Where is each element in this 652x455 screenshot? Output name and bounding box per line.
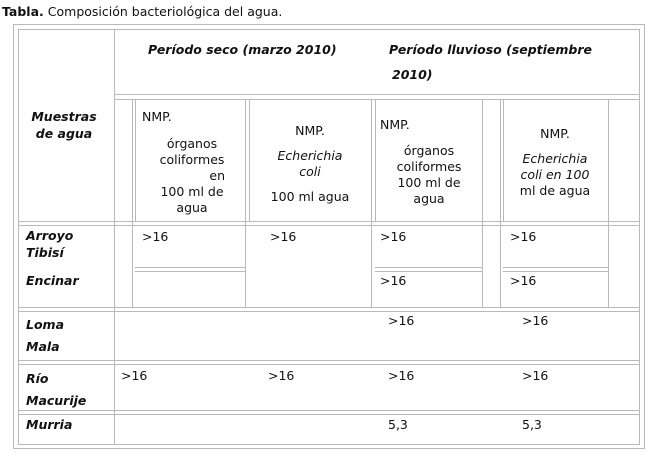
- row-label-encinar: Encinar: [26, 273, 79, 288]
- table-border-bottom: [13, 448, 644, 449]
- grid-line: [245, 99, 246, 307]
- murria-lluvioso-ecoli: 5,3: [522, 417, 542, 432]
- row-divider: [375, 267, 482, 268]
- grid-line: [500, 99, 501, 307]
- grid-line: [608, 99, 609, 307]
- grid-line: [249, 99, 250, 221]
- subheader-seco-coliformes: NMP. órganos coliformes en 100 ml de agu…: [142, 109, 225, 215]
- row-divider: [503, 271, 608, 272]
- table-inner-top: [18, 29, 639, 30]
- header-muestras: Muestras de agua: [31, 109, 97, 141]
- encinar-lluvioso-ecoli: >16: [510, 273, 537, 288]
- grid-line: [371, 99, 372, 307]
- loma-lluvioso-coliformes: >16: [388, 313, 415, 328]
- arroyo-seco-coliformes: >16: [142, 229, 169, 244]
- row-divider: [375, 271, 482, 272]
- row-divider: [18, 364, 639, 365]
- arroyo-seco-ecoli: >16: [270, 229, 297, 244]
- row-divider: [18, 221, 639, 222]
- row-divider: [503, 267, 608, 268]
- row-divider: [18, 360, 639, 361]
- grid-line: [114, 99, 639, 100]
- subheader-lluvioso-coliformes: NMP. órganos coliformes 100 ml de agua: [380, 117, 462, 206]
- table-border-right: [644, 24, 645, 449]
- row-divider: [135, 271, 245, 272]
- row-label-rio-macurije: Río Macurije: [26, 371, 87, 408]
- encinar-lluvioso-coliformes: >16: [380, 273, 407, 288]
- grid-line: [132, 99, 133, 307]
- table-inner-left: [18, 29, 19, 445]
- header-periodo-lluvioso-year: 2010): [392, 67, 433, 82]
- table-border-left: [13, 24, 14, 449]
- row-label-murria: Murria: [26, 417, 73, 432]
- row-divider: [135, 267, 245, 268]
- rio-seco-ecoli: >16: [268, 368, 295, 383]
- grid-line: [375, 99, 376, 221]
- subheader-seco-ecoli: NMP. Echerichia coli 100 ml agua: [270, 123, 350, 204]
- grid-line: [135, 99, 136, 221]
- header-periodo-seco: Período seco (marzo 2010): [148, 42, 337, 57]
- table-caption: Tabla. Composición bacteriológica del ag…: [2, 4, 282, 19]
- row-label-loma-mala: Loma Mala: [26, 317, 65, 354]
- row-divider: [18, 307, 639, 308]
- table-border-top: [13, 24, 644, 25]
- muestras-column-divider: [114, 29, 115, 444]
- row-divider: [18, 311, 639, 312]
- row-label-arroyo: Arroyo Tibisí: [26, 228, 74, 260]
- caption-label: Tabla.: [2, 4, 44, 19]
- grid-line: [503, 99, 504, 221]
- period-row-bottom: [114, 94, 639, 95]
- table-inner-right: [639, 29, 640, 445]
- arroyo-lluvioso-ecoli: >16: [510, 229, 537, 244]
- table-inner-bottom: [18, 444, 639, 445]
- rio-seco-coliformes: >16: [121, 368, 148, 383]
- rio-lluvioso-ecoli: >16: [522, 368, 549, 383]
- header-periodo-lluvioso: Período lluvioso (septiembre: [389, 42, 593, 57]
- row-divider: [18, 414, 639, 415]
- grid-line: [482, 99, 483, 307]
- murria-lluvioso-coliformes: 5,3: [388, 417, 408, 432]
- loma-lluvioso-ecoli: >16: [522, 313, 549, 328]
- row-divider: [18, 225, 639, 226]
- subheader-lluvioso-ecoli: NMP. Echerichia coli en 100 ml de agua: [519, 126, 591, 198]
- caption-text: Composición bacteriológica del agua.: [47, 4, 283, 19]
- arroyo-lluvioso-coliformes: >16: [380, 229, 407, 244]
- rio-lluvioso-coliformes: >16: [388, 368, 415, 383]
- row-divider: [18, 410, 639, 411]
